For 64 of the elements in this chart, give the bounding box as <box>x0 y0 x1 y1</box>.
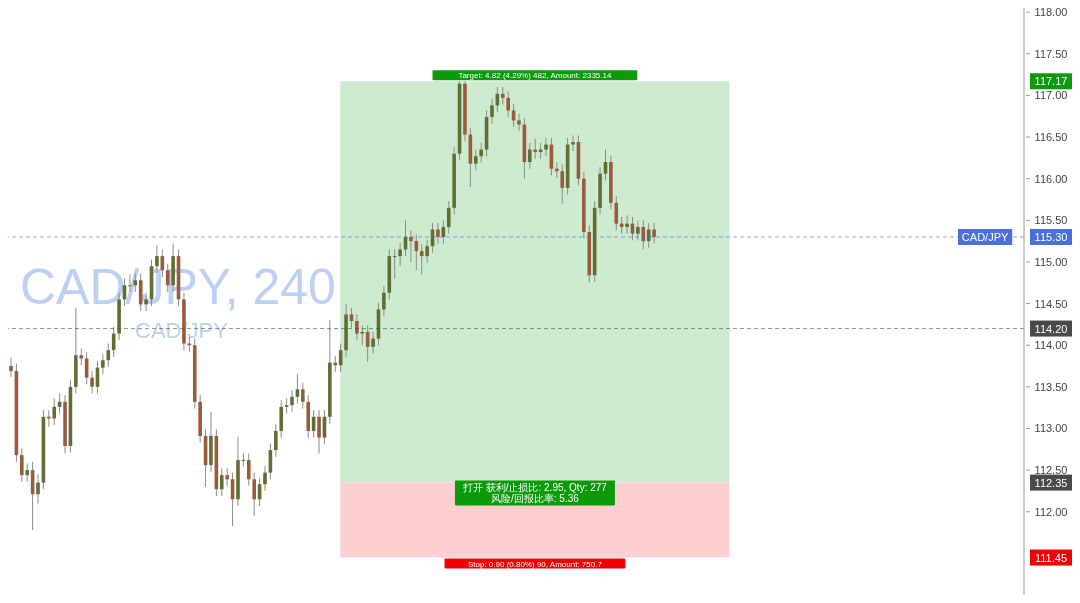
candlestick <box>290 389 294 413</box>
candlestick <box>252 472 256 517</box>
candlestick <box>641 219 646 250</box>
candlestick <box>90 370 94 394</box>
candlestick <box>446 200 451 235</box>
candlestick <box>490 98 494 125</box>
y-tick-label: 117.00 <box>1034 89 1068 102</box>
candlestick <box>360 324 365 346</box>
candlestick <box>652 222 656 245</box>
candlestick <box>409 229 413 263</box>
candlestick <box>614 195 619 231</box>
y-tick-label: 115.50 <box>1034 214 1068 227</box>
y-tick-label: 113.00 <box>1034 422 1068 435</box>
y-tick-label: 116.00 <box>1034 172 1068 185</box>
candlestick <box>9 357 13 378</box>
candlestick <box>479 142 483 164</box>
ref-line-label: CAD/JPY <box>961 230 1009 243</box>
candlestick <box>52 398 57 426</box>
candlestick <box>219 467 224 497</box>
candlestick <box>20 447 24 483</box>
candlestick <box>646 222 651 249</box>
candlestick <box>263 465 267 492</box>
candlestick <box>506 90 510 118</box>
candlestick <box>382 285 386 317</box>
y-tick-label: 114.00 <box>1034 339 1068 352</box>
y-tick-label: 114.20 <box>1034 322 1068 335</box>
candlestick <box>246 452 251 487</box>
candlestick <box>25 462 30 483</box>
y-tick-label: 117.17 <box>1034 75 1068 88</box>
candlestick <box>419 243 424 275</box>
candlestick <box>517 113 521 132</box>
candlestick <box>317 409 321 454</box>
candlestick <box>371 331 375 355</box>
band-label: Target: 4.82 (4.29%) 482, Amount: 2335.14 <box>458 71 612 81</box>
y-tick-label: 116.50 <box>1034 131 1068 144</box>
candlestick <box>571 134 575 152</box>
candlestick <box>436 222 440 245</box>
candlestick <box>101 353 105 375</box>
candlestick <box>473 149 478 171</box>
candlestick <box>355 313 359 341</box>
annotation: 打开 获利/止损比: 2.95, Qty: 277 风险/回报比率: 5.36 <box>461 481 608 504</box>
candlestick <box>392 248 397 280</box>
y-tick-label: 111.45 <box>1034 551 1068 564</box>
candlestick <box>625 214 629 235</box>
candlestick <box>301 382 305 409</box>
y-tick-label: 112.00 <box>1034 505 1068 518</box>
y-tick-label: 115.30 <box>1034 230 1068 243</box>
y-tick-label: 114.50 <box>1034 297 1068 310</box>
y-tick-label: 117.50 <box>1034 47 1068 60</box>
candlestick <box>106 343 111 368</box>
candlestick <box>274 423 278 458</box>
candlestick <box>36 473 40 504</box>
candlestick <box>636 219 640 241</box>
candlestick <box>425 238 429 264</box>
candlestick <box>398 242 402 267</box>
candlestick <box>544 137 548 157</box>
y-tick-label: 112.35 <box>1034 476 1068 489</box>
band-label: Stop: 0.90 (0.80%) 90, Amount: 750.7 <box>467 559 603 569</box>
y-tick-label: 115.00 <box>1034 255 1068 268</box>
candlestick <box>560 164 565 205</box>
candlestick <box>528 142 532 170</box>
y-tick-label: 112.50 <box>1034 464 1068 477</box>
y-tick-label: 118.00 <box>1034 6 1068 19</box>
y-tick-label: 113.50 <box>1034 380 1068 393</box>
